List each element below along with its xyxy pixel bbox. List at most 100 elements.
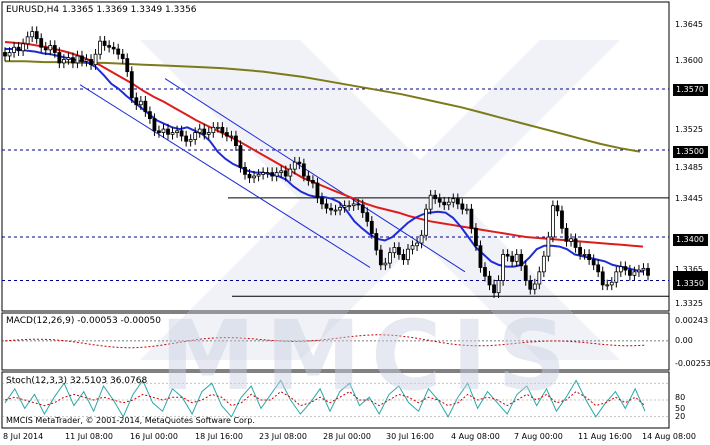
candle-body — [632, 271, 637, 276]
candle-body — [238, 145, 243, 168]
candle-body — [129, 71, 134, 99]
level-tag-1.3570: 1.3570 — [673, 84, 708, 96]
candle-body — [224, 132, 229, 137]
level-tag-1.3350: 1.3350 — [673, 278, 708, 290]
candle-body — [107, 45, 112, 48]
time-label: 23 Jul 08:00 — [259, 432, 307, 441]
candle-body — [220, 126, 225, 133]
candle-body — [338, 207, 342, 211]
candle-body — [351, 203, 356, 207]
macd-tick: 0.00243 — [675, 316, 709, 325]
candle-body — [378, 249, 383, 266]
candle-body — [551, 205, 555, 238]
watermark-shape — [140, 40, 620, 360]
macd-header: MACD(12,26,9) -0.00053 -0.00050 — [6, 316, 162, 326]
ma-fast-line — [5, 48, 644, 273]
candle-body — [52, 45, 57, 53]
candle-body — [25, 36, 30, 45]
candle-body — [451, 198, 456, 203]
stoch-lines — [2, 379, 669, 418]
candle-body — [71, 57, 75, 64]
trend-channel — [79, 78, 466, 273]
candle-body — [442, 201, 447, 206]
candle-body — [469, 208, 474, 229]
candle-body — [356, 203, 361, 206]
time-label: 14 Aug 08:00 — [642, 432, 696, 441]
price-tick: 1.3600 — [675, 56, 703, 65]
candle-body — [483, 267, 487, 277]
candle-body — [406, 248, 410, 261]
candle-body — [93, 53, 98, 66]
candle-body — [16, 46, 21, 52]
candle-body — [283, 170, 288, 177]
candle-body — [193, 132, 198, 140]
candle-body — [179, 130, 184, 137]
candle-body — [342, 205, 347, 208]
candle-body — [569, 238, 573, 242]
candle-body — [333, 209, 338, 212]
candle-body — [478, 245, 483, 268]
candle-body — [528, 280, 533, 290]
stoch-tick: 80 — [675, 393, 686, 402]
candle-body — [206, 132, 211, 135]
candle-body — [369, 220, 374, 234]
macd-tick: -0.00253 — [675, 359, 710, 368]
candle-body — [39, 38, 44, 48]
price-tick: 1.3325 — [675, 299, 703, 308]
candle-body — [166, 128, 170, 135]
candle-body — [34, 31, 39, 39]
stoch-main-line — [4, 379, 646, 418]
candle-body — [324, 203, 329, 209]
candle-body — [134, 97, 139, 106]
candle-body — [274, 172, 279, 177]
candle-body — [279, 170, 284, 174]
time-label: 18 Jul 16:00 — [195, 432, 243, 441]
main-panel[interactable] — [1, 1, 670, 312]
stoch-tick: 50 — [675, 404, 686, 413]
candle-body — [247, 173, 252, 179]
candle-body — [605, 284, 610, 287]
candle-body — [428, 194, 433, 210]
candle-body — [360, 204, 365, 214]
candle-body — [161, 128, 166, 133]
candle-body — [175, 130, 179, 133]
candle-body — [596, 264, 601, 273]
candle-body — [609, 281, 614, 286]
time-label: 11 Jul 08:00 — [65, 432, 113, 441]
stoch-signal-line — [4, 390, 646, 407]
candle-body — [21, 43, 26, 52]
candle-body — [347, 205, 352, 208]
candle-body — [392, 247, 397, 254]
candle-body — [188, 139, 193, 142]
candle-body — [519, 254, 524, 267]
candle-body — [98, 40, 102, 55]
macd-tick: 0.00 — [675, 336, 693, 345]
watermark-text: MMCIS — [160, 300, 577, 412]
stoch-tick: 20 — [675, 412, 686, 421]
time-label: 11 Aug 16:00 — [578, 432, 632, 441]
ma-mid-line — [4, 41, 644, 248]
candle-body — [202, 128, 207, 135]
candle-body — [455, 198, 460, 205]
candle-body — [57, 52, 62, 64]
candle-body — [311, 180, 315, 184]
candle-body — [170, 132, 175, 135]
price-tick: 1.3645 — [675, 20, 703, 29]
moving-averages — [4, 41, 644, 273]
time-label: 8 Jul 2014 — [3, 432, 44, 441]
candle-body — [265, 172, 270, 175]
candle-body — [618, 266, 623, 273]
candle-body — [229, 135, 234, 138]
candle-body — [614, 271, 619, 283]
candle-body — [234, 135, 238, 147]
price-tick: 1.3485 — [675, 163, 703, 172]
candle-body — [637, 269, 641, 273]
candle-body — [157, 130, 161, 133]
candle-body — [460, 203, 465, 210]
candle-body — [288, 168, 293, 177]
candle-body — [89, 59, 93, 66]
macd-panel[interactable] — [1, 312, 670, 371]
candle-body — [329, 207, 333, 211]
candle-body — [387, 252, 392, 264]
